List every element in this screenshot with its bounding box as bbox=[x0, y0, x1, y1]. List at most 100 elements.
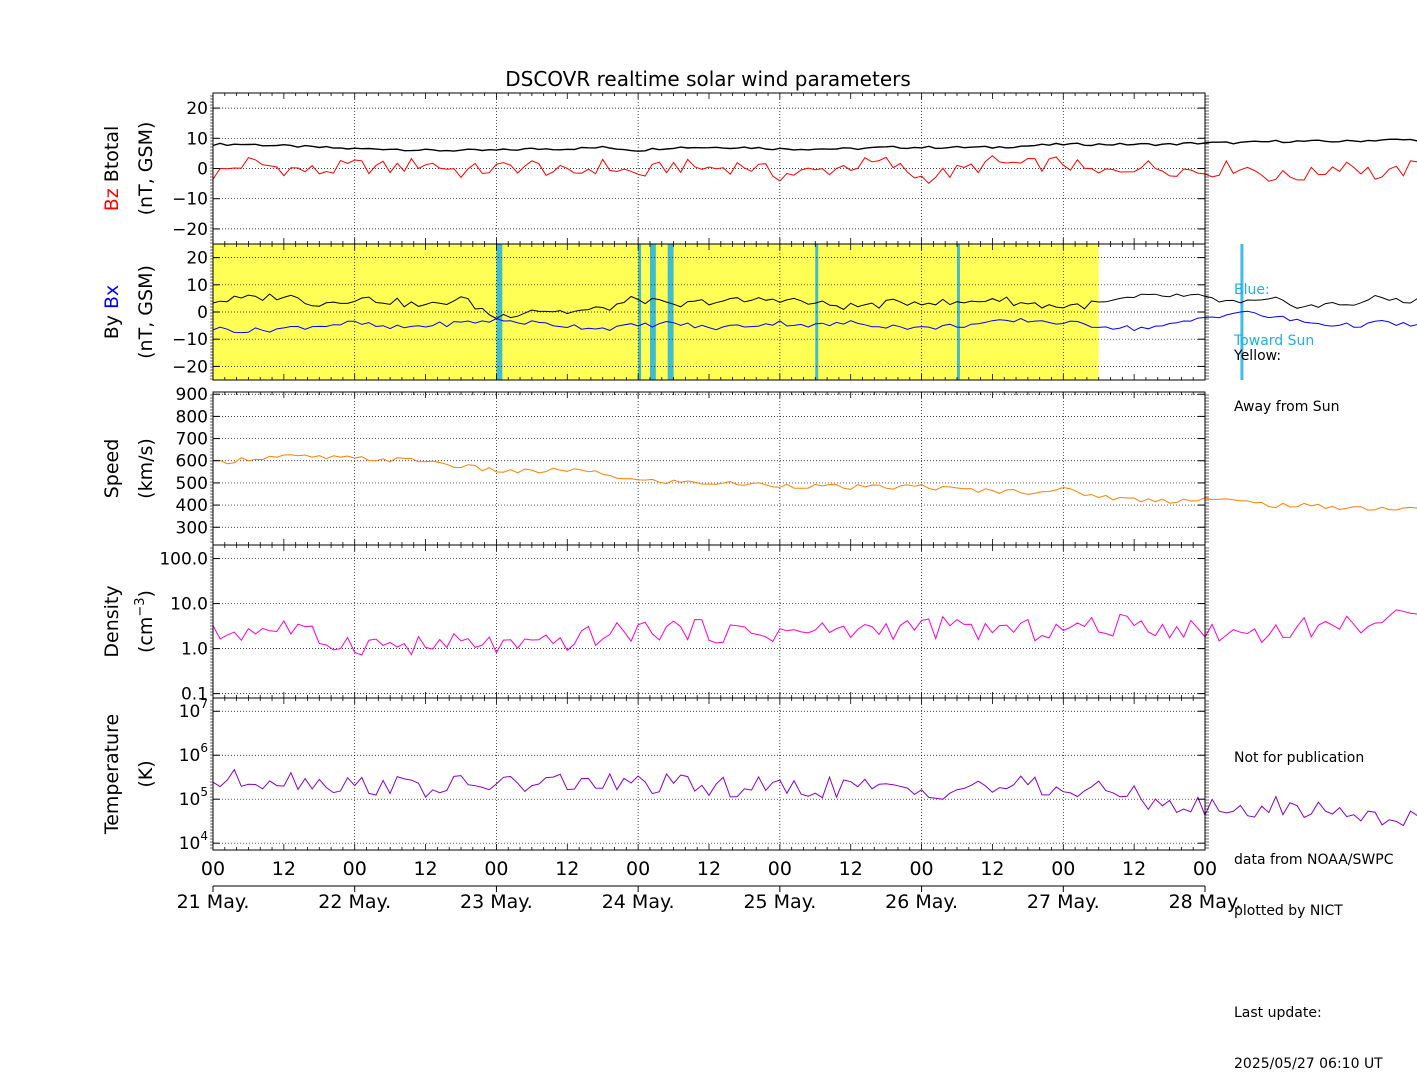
toward-sun-band bbox=[957, 244, 960, 380]
y-tick-label: 500 bbox=[176, 474, 208, 494]
date-label: 25 May. bbox=[743, 891, 816, 913]
x-ticks bbox=[212, 545, 1206, 698]
x-tick-label: 12 bbox=[413, 858, 437, 880]
y-tick-label: 105 bbox=[179, 785, 208, 810]
note-data-source: data from NOAA/SWPC bbox=[1234, 852, 1394, 868]
y-axis-label-units: (nT, GSM) bbox=[135, 265, 157, 359]
y-tick-label: −20 bbox=[172, 357, 208, 377]
y-tick-label: 0 bbox=[197, 303, 208, 323]
date-label: 23 May. bbox=[460, 891, 533, 913]
series-line-temperature bbox=[212, 768, 1417, 827]
legend-blue-line2: Toward Sun bbox=[1234, 333, 1315, 349]
y-axis-label-units: (K) bbox=[135, 760, 157, 787]
toward-sun-band bbox=[667, 244, 674, 380]
series-line-bx bbox=[212, 310, 1417, 334]
figure-title: DSCOVR realtime solar wind parameters bbox=[505, 67, 911, 91]
x-tick-label: 12 bbox=[1122, 858, 1146, 880]
toward-sun-band bbox=[496, 244, 503, 380]
legend-blue-line1: Blue: bbox=[1234, 282, 1270, 298]
x-tick-label: 12 bbox=[555, 858, 579, 880]
y-axis-label: Speed bbox=[101, 439, 123, 499]
legend-yellow: Yellow: Away from Sun bbox=[1234, 314, 1339, 433]
y-tick-label: 10.0 bbox=[170, 595, 208, 615]
x-tick-label: 12 bbox=[839, 858, 863, 880]
series-line-btotal bbox=[212, 138, 1417, 152]
y-axis-label-components: Bz Btotal bbox=[101, 126, 123, 212]
series-line-density bbox=[212, 609, 1417, 656]
y-tick-label: 700 bbox=[176, 430, 208, 450]
date-label: 28 May. bbox=[1169, 891, 1242, 913]
y-tick-label: 1.0 bbox=[181, 640, 208, 660]
panel-mag-bz: 20 10 0 −10 −20 Bz Btotal (nT, GSM) bbox=[101, 92, 1417, 245]
note-not-for-publication: Not for publication bbox=[1234, 750, 1365, 766]
y-tick-label: 10 bbox=[186, 129, 208, 149]
x-tick-label: 12 bbox=[697, 858, 721, 880]
y-tick-label: 20 bbox=[186, 99, 208, 119]
y-axis-label-components: By Bx bbox=[101, 285, 123, 340]
x-tick-label: 12 bbox=[980, 858, 1004, 880]
note-last-update-value: 2025/05/27 06:10 UT bbox=[1234, 1056, 1383, 1072]
panel-frame bbox=[212, 697, 1206, 851]
y-axis-label: Temperature bbox=[101, 714, 123, 835]
panel-frame bbox=[212, 391, 1206, 546]
y-tick-label: 20 bbox=[186, 249, 208, 269]
y-tick-label: 0 bbox=[197, 160, 208, 180]
x-tick-label: 00 bbox=[1051, 858, 1075, 880]
date-label: 26 May. bbox=[885, 891, 958, 913]
panel-mag-by: 20 10 0 −10 −20 By Bx (nT, GSM) bbox=[101, 243, 1417, 381]
grid bbox=[213, 698, 1205, 850]
y-tick-label: 800 bbox=[176, 407, 208, 427]
date-label: 24 May. bbox=[602, 891, 675, 913]
note-last-update-label: Last update: bbox=[1234, 1005, 1322, 1021]
grid bbox=[213, 392, 1205, 545]
y-tick-label: −20 bbox=[172, 220, 208, 240]
series-line-by bbox=[212, 293, 1417, 320]
x-axis: 00 12 00 12 00 12 00 12 00 12 00 12 00 12 00 21 May. 22 … bbox=[177, 858, 1242, 913]
x-tick-label: 00 bbox=[768, 858, 792, 880]
series-line-speed bbox=[213, 454, 1417, 511]
date-label: 21 May. bbox=[177, 891, 250, 913]
legend-yellow-line1: Yellow: bbox=[1234, 348, 1282, 364]
x-tick-label: 00 bbox=[909, 858, 933, 880]
legend-blue: Blue: Toward Sun bbox=[1234, 248, 1314, 367]
note-plotted-by: plotted by NICT bbox=[1234, 903, 1343, 919]
x-ticks bbox=[212, 244, 1206, 380]
toward-sun-band bbox=[649, 244, 656, 380]
notes-block: Not for publication data from NOAA/SWPC … bbox=[1234, 716, 1393, 1090]
y-tick-label: 900 bbox=[176, 385, 208, 405]
solar-wind-figure: DSCOVR realtime solar wind parameters 20… bbox=[101, 67, 1417, 913]
x-tick-label: 00 bbox=[343, 858, 367, 880]
grid bbox=[213, 545, 1205, 698]
y-axis-label-units: (cm−3) bbox=[133, 590, 157, 653]
legend-yellow-line2: Away from Sun bbox=[1234, 399, 1340, 415]
x-tick-label: 00 bbox=[201, 858, 225, 880]
y-tick-label: 100.0 bbox=[159, 550, 208, 570]
y-tick-label: 0.1 bbox=[181, 685, 208, 705]
y-axis-label: Density bbox=[101, 585, 123, 657]
y-axis-label-units: (km/s) bbox=[135, 438, 157, 499]
grid bbox=[213, 244, 1205, 380]
panels-group: 20 10 0 −10 −20 Bz Btotal (nT, GSM) 20 10 0 −10 −20… bbox=[101, 92, 1417, 854]
x-tick-label: 00 bbox=[1193, 858, 1217, 880]
y-axis-label-units: (nT, GSM) bbox=[135, 122, 157, 216]
grid bbox=[213, 93, 1205, 244]
y-tick-label: 10 bbox=[186, 276, 208, 296]
panel-density: 100.0 10.0 1.0 0.1 Density (cm−3) bbox=[101, 544, 1417, 705]
y-tick-label: 106 bbox=[179, 741, 208, 766]
x-tick-label: 00 bbox=[484, 858, 508, 880]
x-tick-label: 00 bbox=[626, 858, 650, 880]
y-tick-label: −10 bbox=[172, 330, 208, 350]
y-tick-label: 300 bbox=[176, 518, 208, 538]
series-line-bz bbox=[212, 155, 1417, 184]
y-tick-label: 104 bbox=[179, 829, 208, 854]
date-label: 22 May. bbox=[318, 891, 391, 913]
x-ticks bbox=[212, 392, 1206, 545]
y-tick-label: 400 bbox=[176, 496, 208, 516]
y-tick-label: −10 bbox=[172, 190, 208, 210]
panel-frame bbox=[212, 544, 1206, 699]
x-tick-label: 12 bbox=[272, 858, 296, 880]
date-label: 27 May. bbox=[1027, 891, 1100, 913]
y-tick-label: 600 bbox=[176, 452, 208, 472]
